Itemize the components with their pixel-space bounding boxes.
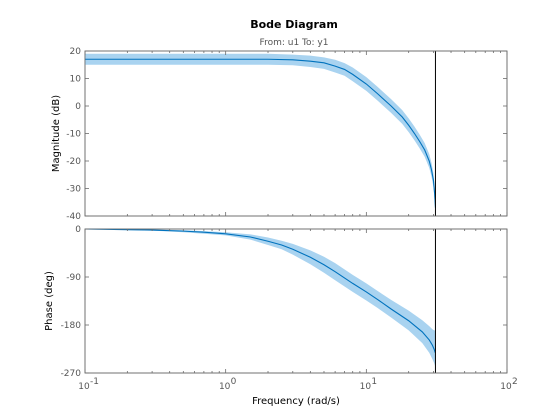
frequency-tick-label: 10 — [78, 382, 90, 392]
magnitude-ytick-label: -20 — [66, 157, 81, 167]
phase-ytick-label: -90 — [66, 273, 81, 283]
frequency-tick-label: 10 — [360, 382, 372, 392]
magnitude-ytick-label: -30 — [66, 185, 81, 195]
magnitude-ytick-label: 0 — [75, 102, 81, 112]
magnitude-ytick-label: -10 — [66, 130, 81, 140]
chart-subtitle: From: u1 To: y1 — [260, 38, 329, 48]
frequency-axis-ticks: 10 -1 10 0 10 1 10 2 — [78, 377, 517, 392]
frequency-tick-exponent: 0 — [231, 377, 237, 387]
magnitude-ytick-label: 10 — [70, 75, 82, 85]
phase-axis-label: Phase (deg) — [44, 271, 55, 331]
magnitude-axis-label: Magnitude (dB) — [51, 95, 62, 172]
phase-frame — [84, 228, 508, 374]
frequency-tick-label: 10 — [500, 382, 512, 392]
phase-ytick-label: 0 — [75, 225, 81, 235]
phase-panel: 0 -90 -180 -270 — [61, 225, 508, 379]
phase-ytick-label: -270 — [61, 369, 82, 379]
frequency-tick-exponent: 2 — [512, 377, 518, 387]
magnitude-response-line — [85, 58, 436, 208]
phase-confidence-band — [85, 229, 436, 367]
magnitude-panel: 20 10 0 -10 -20 -30 -40 — [66, 47, 508, 222]
frequency-axis-label: Frequency (rad/s) — [252, 396, 340, 407]
phase-response-line — [84, 228, 436, 353]
chart-title: Bode Diagram — [250, 18, 338, 31]
magnitude-plot-area — [84, 50, 508, 217]
magnitude-frame — [84, 50, 508, 217]
frequency-tick-label: 10 — [219, 382, 231, 392]
phase-ytick-label: -180 — [61, 321, 82, 331]
frequency-tick-exponent: -1 — [90, 377, 99, 387]
magnitude-ytick-label: -40 — [66, 212, 81, 222]
frequency-tick-exponent: 1 — [371, 377, 377, 387]
magnitude-ytick-label: 20 — [70, 47, 82, 57]
